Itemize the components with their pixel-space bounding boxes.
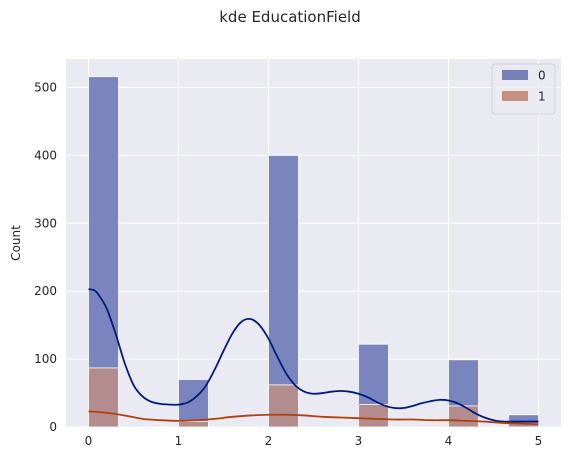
- grid-lines: [66, 59, 561, 428]
- y-tick-label: 100: [34, 352, 57, 366]
- y-tick-label: 200: [34, 284, 57, 298]
- legend: 01: [491, 63, 556, 115]
- plot-area: [66, 59, 561, 427]
- x-tick-label: 4: [445, 434, 453, 448]
- x-tick-label: 2: [265, 434, 273, 448]
- histogram-bars: [88, 76, 539, 428]
- x-tick-label: 1: [175, 434, 183, 448]
- x-tick-label: 3: [355, 434, 363, 448]
- x-tick-label: 0: [85, 434, 93, 448]
- axes: 0 1 2 3 4 5 0 100 200 300 400 500: [34, 81, 542, 448]
- legend-label: 1: [538, 90, 546, 104]
- bar-series-0: [268, 155, 299, 428]
- y-axis-label: Count: [9, 225, 23, 261]
- kde-curves: [88, 288, 539, 426]
- y-tick-label: 0: [49, 420, 57, 434]
- y-tick-label: 300: [34, 216, 57, 230]
- bar-series-1: [178, 421, 209, 428]
- x-tick-label: 5: [535, 434, 543, 448]
- legend-swatch: [502, 91, 528, 101]
- y-tick-label: 500: [34, 81, 57, 95]
- kde-line-series-1: [88, 410, 539, 426]
- kde-line-series-0: [88, 288, 539, 423]
- y-tick-label: 400: [34, 148, 57, 162]
- legend-label: 0: [538, 69, 546, 83]
- bar-series-1: [358, 404, 389, 428]
- chart-title: kde EducationField: [219, 8, 361, 26]
- legend-swatch: [502, 70, 528, 80]
- bar-series-1: [448, 405, 479, 428]
- bar-series-1: [268, 384, 299, 428]
- bar-series-1: [88, 367, 119, 428]
